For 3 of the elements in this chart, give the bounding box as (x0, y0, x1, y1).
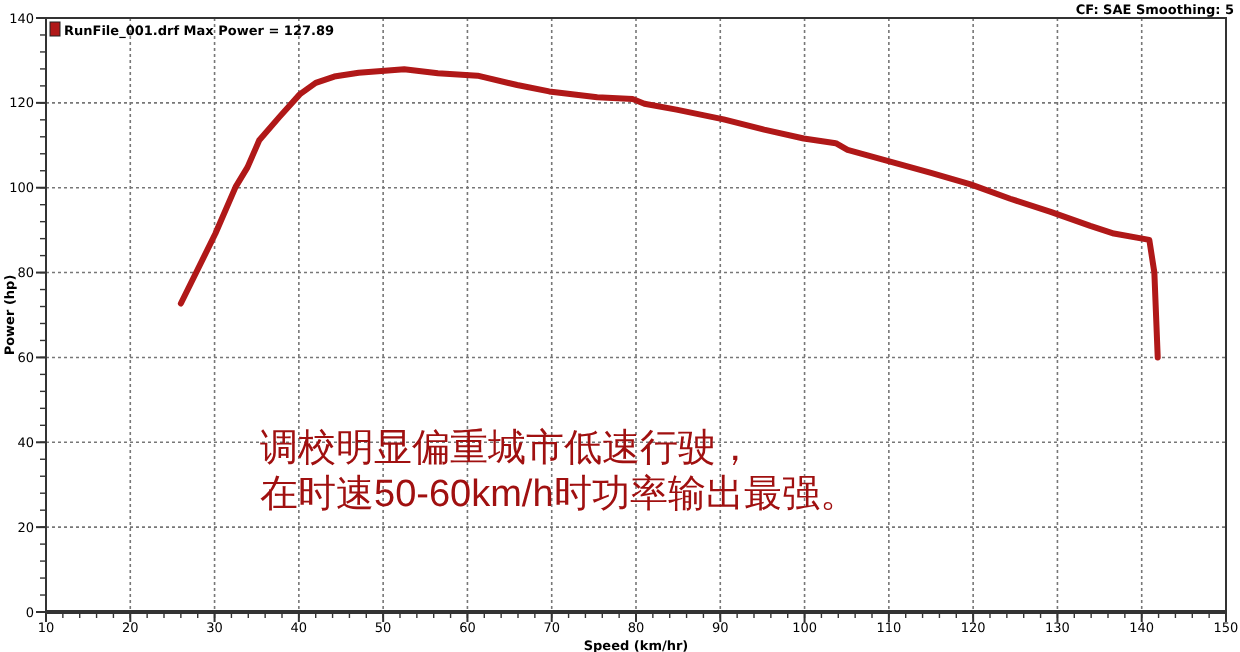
annotation: 调校明显偏重城市低速行驶， (260, 426, 754, 470)
annotation: 在时速50-60km/h时功率输出最强。 (260, 472, 858, 516)
line-series (177, 66, 1161, 361)
